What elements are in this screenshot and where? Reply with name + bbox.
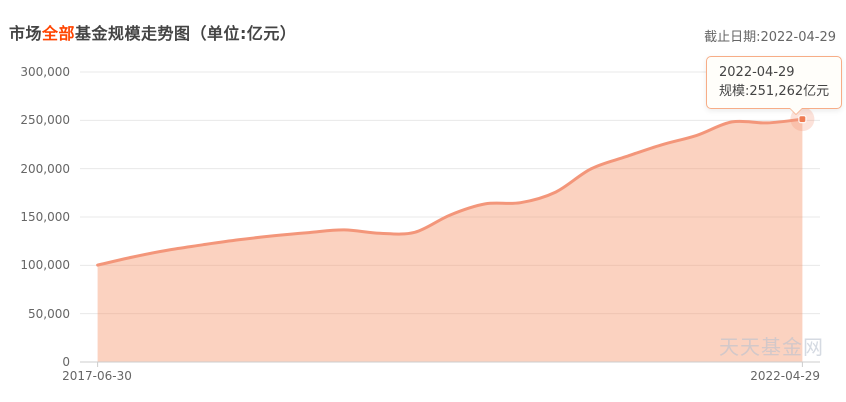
- chart-title-prefix: 市场: [9, 24, 43, 43]
- tooltip-value: 规模:251,262亿元: [719, 84, 830, 99]
- x-axis-ticks: [97, 362, 803, 367]
- y-axis-label: 200,000: [20, 161, 70, 176]
- y-axis-label: 0: [62, 355, 70, 369]
- tooltip: 2022-04-29 规模:251,262亿元: [706, 56, 843, 115]
- gridlines: [80, 71, 820, 315]
- trend-line: [96, 117, 804, 267]
- tooltip-date: 2022-04-29: [719, 65, 795, 80]
- x-axis-label-end: 2022-04-29: [750, 369, 820, 383]
- y-axis-label: 100,000: [20, 258, 70, 273]
- last-point-marker[interactable]: [798, 115, 807, 124]
- y-axis-label: 50,000: [28, 306, 70, 321]
- chart-title-suffix: 基金规模走势图（单位:亿元）: [75, 24, 297, 43]
- cutoff-date-label: 截止日期:2022-04-29: [704, 30, 836, 45]
- y-axis-label: 300,000: [20, 65, 70, 79]
- chart-title-highlight[interactable]: 全部: [42, 24, 76, 43]
- y-axis-label: 150,000: [20, 210, 70, 224]
- y-axis-label: 250,000: [20, 113, 70, 128]
- x-axis-label-start: 2017-06-30: [62, 369, 132, 383]
- chart-title: 市场全部基金规模走势图（单位:亿元）: [9, 20, 296, 44]
- area-fill: [97, 119, 803, 362]
